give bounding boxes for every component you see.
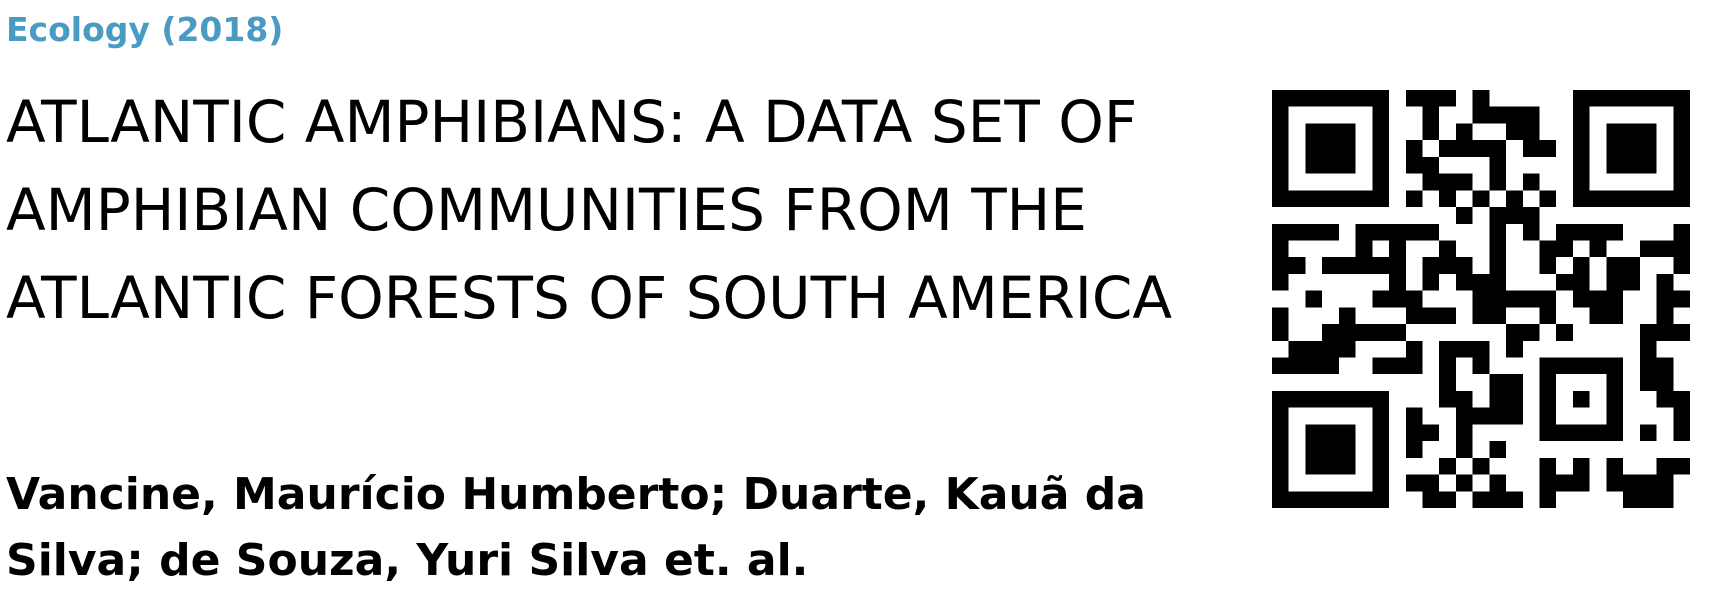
qr-code-icon [1272,90,1690,508]
author-list: Vancine, Maurício Humberto; Duarte, Kauã… [6,469,1146,586]
qr-code [1272,90,1690,508]
journal-citation: Ecology (2018) [6,10,284,49]
paper-title: ATLANTIC AMPHIBIANS: A DATA SET OF AMPHI… [6,88,1173,332]
